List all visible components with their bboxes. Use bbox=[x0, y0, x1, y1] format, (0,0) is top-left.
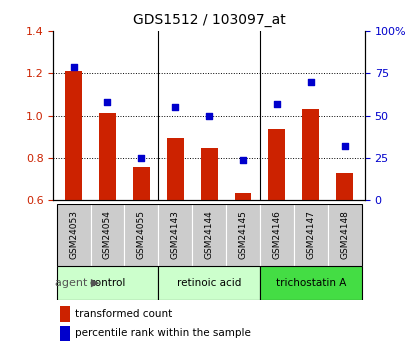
Text: GSM24143: GSM24143 bbox=[170, 210, 179, 259]
Bar bbox=[166, 138, 183, 200]
Bar bbox=[158, 204, 192, 266]
Bar bbox=[234, 193, 251, 200]
Text: GSM24054: GSM24054 bbox=[103, 210, 112, 259]
Text: GSM24147: GSM24147 bbox=[306, 210, 315, 259]
Bar bbox=[200, 148, 217, 200]
Bar bbox=[56, 266, 158, 300]
Text: GSM24146: GSM24146 bbox=[272, 210, 281, 259]
Bar bbox=[259, 266, 361, 300]
Title: GDS1512 / 103097_at: GDS1512 / 103097_at bbox=[133, 13, 285, 27]
Bar bbox=[99, 114, 116, 200]
Bar bbox=[59, 326, 70, 342]
Text: percentile rank within the sample: percentile rank within the sample bbox=[75, 328, 250, 338]
Bar bbox=[268, 129, 285, 200]
Bar bbox=[301, 109, 318, 200]
Point bbox=[205, 113, 212, 118]
Point bbox=[171, 104, 178, 110]
Bar bbox=[225, 204, 259, 266]
Text: GSM24144: GSM24144 bbox=[204, 210, 213, 259]
Bar bbox=[56, 204, 90, 266]
Bar bbox=[293, 204, 327, 266]
Bar bbox=[259, 204, 293, 266]
Text: GSM24145: GSM24145 bbox=[238, 210, 247, 259]
Text: transformed count: transformed count bbox=[75, 309, 172, 318]
Text: agent ▶: agent ▶ bbox=[55, 278, 99, 288]
Text: retinoic acid: retinoic acid bbox=[176, 278, 241, 288]
Text: GSM24053: GSM24053 bbox=[69, 210, 78, 259]
Text: GSM24148: GSM24148 bbox=[339, 210, 348, 259]
Bar bbox=[124, 204, 158, 266]
Point bbox=[104, 99, 110, 105]
Point bbox=[340, 143, 347, 149]
Text: control: control bbox=[89, 278, 126, 288]
Bar bbox=[59, 306, 70, 322]
Text: GSM24055: GSM24055 bbox=[137, 210, 146, 259]
Point bbox=[239, 157, 246, 162]
Bar bbox=[133, 167, 149, 200]
Point bbox=[307, 79, 313, 85]
Bar bbox=[65, 71, 82, 200]
Bar bbox=[327, 204, 361, 266]
Bar bbox=[335, 172, 352, 200]
Text: trichostatin A: trichostatin A bbox=[275, 278, 345, 288]
Bar bbox=[192, 204, 225, 266]
Point bbox=[70, 64, 77, 69]
Point bbox=[273, 101, 279, 107]
Bar bbox=[158, 266, 259, 300]
Bar bbox=[90, 204, 124, 266]
Point bbox=[138, 155, 144, 161]
